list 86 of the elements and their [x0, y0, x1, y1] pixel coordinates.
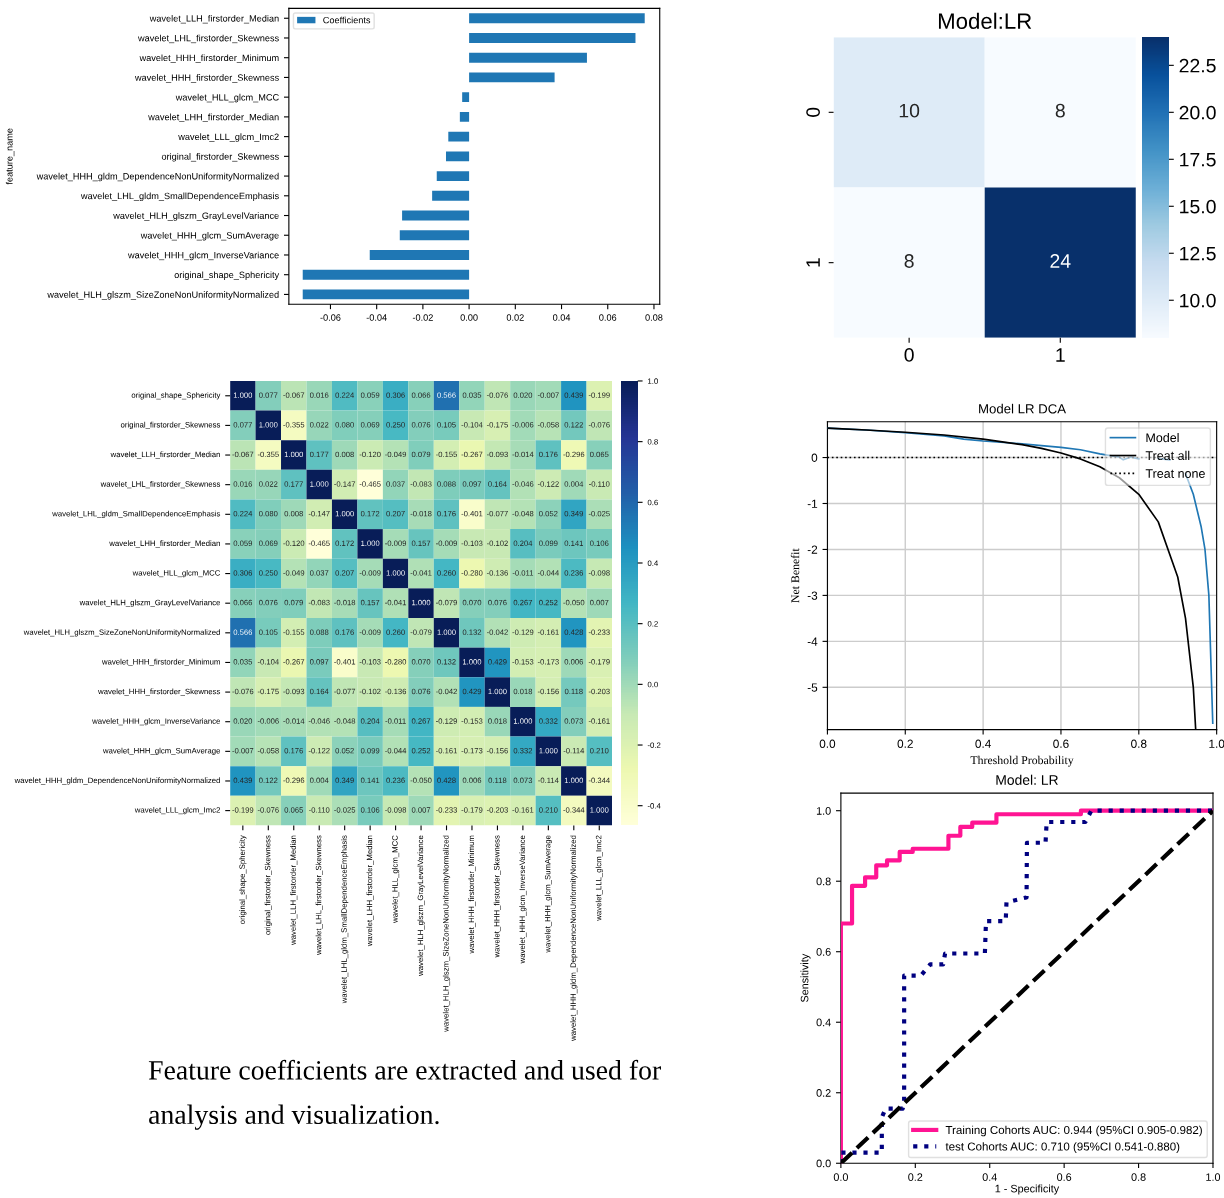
- y-tick-label: wavelet_HHH_firstorder_Skewness: [134, 74, 279, 83]
- y-tick-label: 0.4: [816, 1018, 831, 1027]
- color-bar-label: 17.5: [1180, 152, 1216, 167]
- y-tick-label: wavelet_LHL_firstorder_Skewness: [138, 34, 279, 44]
- legend-label: Treat none: [1145, 469, 1205, 478]
- y-tick-label: original_firstorder_Skewness: [161, 153, 279, 162]
- y-axis-title: Sensitivity: [800, 953, 811, 1003]
- bar: [445, 151, 470, 162]
- x-tick-label: 0.06: [599, 314, 617, 321]
- y-tick-label: wavelet_HHH_firstorder_Minimum: [139, 54, 279, 63]
- legend-label: test Cohorts AUC: 0.710 (95%CI 0.541-0.880): [945, 1142, 1180, 1153]
- y-axis-title: feature_name: [5, 128, 15, 185]
- bar: [459, 111, 470, 122]
- color-bar-label: 12.5: [1180, 246, 1216, 261]
- data-label: 8: [1055, 103, 1065, 118]
- legend-label: Coefficients: [323, 16, 371, 24]
- legend-label: Treat all: [1145, 450, 1190, 461]
- y-tick-label: -2: [807, 545, 818, 554]
- chart-title: Model LR DCA: [979, 403, 1067, 414]
- bar: [462, 92, 470, 103]
- y-tick-label: -4: [807, 637, 818, 646]
- bar: [469, 13, 645, 24]
- x-tick-label: 0.2: [897, 739, 913, 748]
- y-tick-label: wavelet_HLH_glszm_GrayLevelVariance: [113, 212, 279, 221]
- x-axis-title: 1 - Specificity: [995, 1184, 1060, 1195]
- x-tick-label: 0.6: [1057, 1173, 1072, 1181]
- y-tick-label: wavelet_HHH_glcm_InverseVariance: [127, 251, 279, 261]
- x-tick-label: 0.4: [975, 739, 991, 748]
- y-tick-label: 1: [806, 258, 820, 267]
- bar: [469, 72, 555, 83]
- chart-title: Model:LR: [938, 12, 1032, 30]
- data-label: 24: [1050, 254, 1071, 268]
- y-tick-label: wavelet_HLH_glszm_SizeZoneNonUniformityNormalized: [47, 291, 279, 300]
- data-label: 8: [904, 254, 914, 268]
- bar: [399, 230, 470, 241]
- bar: [402, 210, 470, 221]
- text: Feature coefficients are extracted and used for analysis and visualization.: [148, 1059, 661, 1130]
- y-tick-label: wavelet_HHH_glcm_SumAverage: [140, 231, 279, 241]
- x-tick-label: 0.08: [645, 314, 663, 321]
- x-tick-label: -0.02: [412, 314, 433, 321]
- x-tick-label: -0.04: [366, 314, 387, 321]
- x-tick-label: 0.02: [506, 314, 524, 321]
- y-tick-label: original_shape_Sphericity: [174, 271, 280, 280]
- legend-label: Model: [1146, 432, 1179, 443]
- color-bar-label: 22.5: [1179, 58, 1216, 73]
- x-tick-label: 0.4: [982, 1173, 997, 1181]
- bar: [448, 131, 470, 142]
- x-tick-label: 0.00: [460, 314, 478, 321]
- bar: [469, 52, 587, 63]
- y-tick-label: 0.0: [816, 1159, 831, 1168]
- y-tick-label: 1.0: [816, 807, 831, 815]
- y-axis-title: Net Benefit: [790, 548, 800, 603]
- y-tick-label: wavelet_HLL_glcm_MCC: [175, 93, 279, 103]
- data-label: 10: [899, 103, 920, 118]
- bar: [432, 190, 470, 201]
- y-tick-label: wavelet_HHH_gldm_DependenceNonUniformityNormalized: [36, 172, 279, 182]
- legend-label: Training Cohorts AUC: 0.944 (95%CI 0.905-0.982): [945, 1125, 1202, 1137]
- y-tick-label: -1: [807, 499, 818, 508]
- chart-title: Model: LR: [996, 774, 1058, 785]
- y-tick-label: wavelet_LLH_firstorder_Median: [149, 14, 279, 24]
- y-tick-label: 0.2: [816, 1089, 831, 1097]
- y-tick-label: 0: [806, 107, 820, 117]
- y-tick-label: 0: [811, 453, 818, 462]
- bar: [469, 33, 636, 43]
- x-tick-label: 1.0: [1206, 1173, 1221, 1181]
- bar: [302, 269, 470, 280]
- x-tick-label: -0.06: [320, 314, 341, 321]
- x-tick-label: 0.04: [552, 314, 571, 321]
- x-tick-label: 1.0: [1209, 739, 1224, 748]
- color-bar-label: 10.0: [1180, 293, 1216, 308]
- y-tick-label: wavelet_LHL_gldm_SmallDependenceEmphasis: [80, 192, 279, 202]
- x-axis-title: Threshold Probability: [970, 755, 1074, 767]
- y-tick-label: wavelet_LLL_glcm_Imc2: [178, 133, 279, 142]
- x-tick-label: 0.8: [1131, 1173, 1146, 1181]
- y-tick-label: wavelet_LHH_firstorder_Median: [148, 113, 279, 123]
- bar: [369, 250, 470, 260]
- y-tick-label: -3: [807, 591, 818, 600]
- color-bar-label: 20.0: [1179, 105, 1216, 120]
- x-tick-label: 0.0: [833, 1173, 848, 1181]
- x-tick-label: 0.8: [1131, 739, 1147, 748]
- x-tick-label: 0.2: [908, 1173, 923, 1181]
- bar: [302, 289, 470, 300]
- y-tick-label: -5: [807, 683, 818, 692]
- x-tick-label: 0.6: [1053, 739, 1069, 748]
- bar: [436, 171, 470, 181]
- color-bar-label: 15.0: [1180, 199, 1216, 214]
